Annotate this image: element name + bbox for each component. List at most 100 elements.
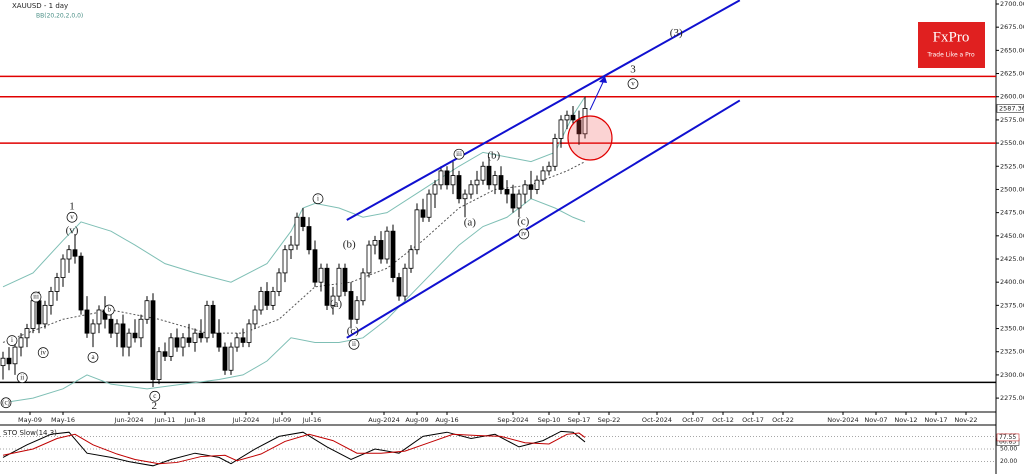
x-tick-label: Sep-22	[598, 416, 621, 424]
candle-body	[456, 175, 462, 200]
last-price-box	[996, 104, 1024, 113]
candle-body	[252, 309, 258, 325]
x-tick-label: May-16	[51, 416, 75, 424]
candle-body	[270, 291, 276, 306]
candle-body	[540, 170, 546, 181]
candle-body	[396, 277, 402, 297]
x-tick-label: Oct-07	[682, 416, 704, 424]
candle-body	[186, 337, 192, 343]
candle-body	[132, 332, 138, 339]
candle-body	[150, 300, 156, 380]
wave-label: 2	[151, 400, 157, 412]
wave-label: (b)	[487, 150, 500, 162]
target-arrow	[589, 77, 606, 111]
indicator-line	[2, 96, 586, 288]
candle-body	[204, 304, 210, 339]
candle-body	[294, 216, 300, 246]
chart-title: XAUUSD - 1 day	[12, 2, 68, 10]
wave-label: (v)	[66, 225, 79, 237]
wave-label-circle	[30, 291, 42, 303]
candle-body	[60, 258, 66, 278]
wave-label: iv	[521, 230, 527, 238]
y-tick-label: 2275.00	[1000, 394, 1024, 402]
candle-body	[318, 267, 324, 283]
candle-body	[528, 184, 534, 190]
wave-label-circle	[149, 390, 161, 402]
candle-body	[12, 346, 18, 365]
candle-body	[216, 332, 222, 348]
candle-body	[54, 277, 60, 292]
candle-body	[90, 323, 96, 334]
wave-label-circle	[66, 211, 78, 223]
logo-box	[918, 22, 985, 68]
candle-body	[246, 323, 252, 343]
candle-body	[228, 346, 234, 371]
wave-label-circle	[16, 372, 28, 384]
candle-body	[354, 300, 360, 320]
candle-body	[282, 249, 288, 274]
y-tick-label: 2325.00	[1000, 348, 1024, 356]
x-tick-label: Jul-16	[302, 416, 321, 424]
x-tick-label: Jun-2024	[113, 416, 143, 424]
wave-label-circle	[6, 335, 18, 346]
y-tick-label: 2375.00	[1000, 301, 1024, 309]
x-tick-label: Jun-11	[154, 416, 176, 424]
y-tick-label: 50.00	[1000, 446, 1017, 453]
x-tick-label: Sep-2024	[497, 416, 528, 424]
candle-body	[522, 184, 528, 195]
candle-body	[426, 193, 432, 218]
candle-body	[372, 240, 378, 246]
candle-body	[402, 267, 408, 297]
x-tick-label: Nov-17	[924, 416, 947, 424]
candle-body	[162, 351, 168, 357]
candle-body	[0, 357, 6, 367]
y-tick-label: 2475.00	[1000, 209, 1024, 217]
last-price-label: 2587.36	[999, 104, 1024, 112]
x-tick-label: May-09	[18, 416, 42, 424]
wave-label-circle	[312, 193, 324, 205]
candle-body	[144, 300, 150, 320]
x-tick-label: Aug-09	[405, 416, 428, 424]
candle-body	[582, 108, 588, 135]
target-circle	[567, 115, 613, 161]
wave-label-circle	[453, 148, 465, 160]
y-tick-label: 2625.00	[1000, 70, 1024, 78]
wave-label: (a)	[464, 216, 477, 228]
candle-body	[198, 332, 204, 339]
y-tick-label: 2350.00	[1000, 325, 1024, 333]
x-tick-label: Oct-22	[772, 416, 794, 424]
candle-body	[18, 337, 24, 348]
wave-label-circle	[348, 338, 360, 350]
y-tick-label: 2400.00	[1000, 278, 1024, 286]
y-tick-label: 2550.00	[1000, 139, 1024, 147]
wave-label-circle	[0, 397, 12, 409]
y-tick-label: 20.00	[1000, 458, 1017, 465]
target-arrowhead	[599, 76, 607, 83]
wave-label: (c)	[2, 398, 10, 406]
x-tick-label: Aug-16	[435, 416, 458, 424]
candle-body	[258, 291, 264, 311]
candle-body	[504, 189, 510, 195]
candle-body	[408, 249, 414, 269]
candle-body	[474, 179, 480, 186]
x-tick-label: Nov-2024	[827, 416, 858, 424]
candle-body	[384, 230, 390, 260]
candle-body	[378, 240, 384, 260]
candle-body	[324, 267, 330, 306]
candle-body	[48, 291, 54, 306]
y-tick-label: 2600.00	[1000, 93, 1024, 101]
wave-label: v	[70, 213, 74, 221]
wave-label: (a)	[330, 298, 343, 310]
candle-body	[510, 193, 516, 209]
sto-title: STO Slow(14,3)	[3, 429, 57, 437]
candle-body	[516, 193, 522, 209]
candle-body	[312, 249, 318, 283]
candle-body	[36, 300, 42, 325]
candle-body	[24, 328, 30, 339]
wave-label-circle	[103, 304, 115, 316]
wave-label: iii	[456, 150, 462, 158]
y-tick-label: 2500.00	[1000, 185, 1024, 193]
